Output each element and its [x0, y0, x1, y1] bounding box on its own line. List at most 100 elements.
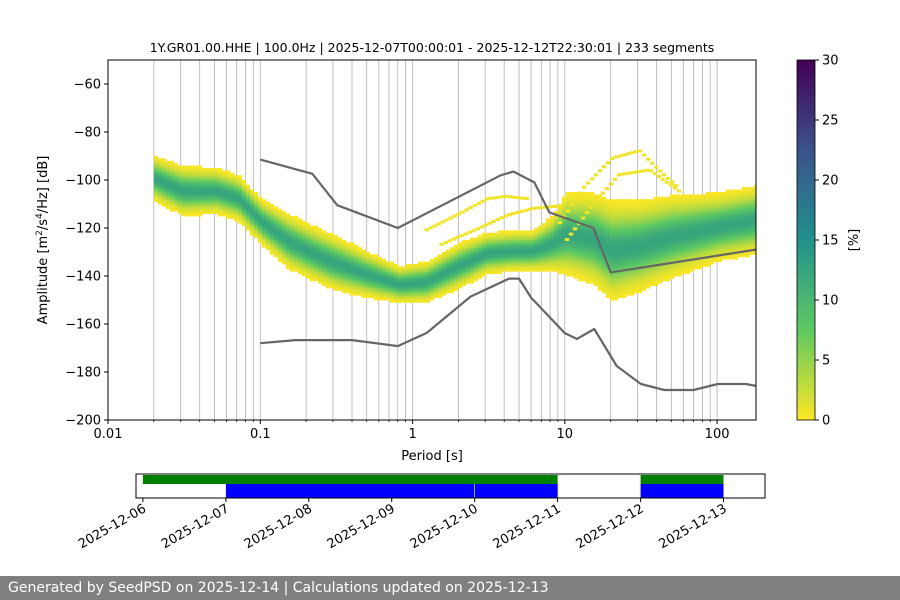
- density-cell: [385, 292, 391, 296]
- density-cell: [593, 278, 599, 282]
- density-cell: [657, 204, 663, 207]
- density-cell: [261, 235, 267, 238]
- density-cell: [645, 204, 651, 207]
- density-cell: [637, 288, 643, 291]
- density-cell: [389, 288, 395, 291]
- density-cell: [551, 205, 556, 208]
- density-cell: [577, 266, 583, 270]
- density-cell: [197, 187, 203, 190]
- density-cell: [225, 194, 231, 198]
- density-cell: [281, 225, 287, 229]
- density-cell: [453, 261, 459, 265]
- density-cell: [257, 223, 263, 226]
- density-cell: [677, 232, 683, 236]
- density-cell: [333, 264, 339, 267]
- density-cell: [533, 232, 539, 236]
- density-cell: [389, 292, 395, 296]
- density-cell: [349, 285, 355, 289]
- density-cell: [161, 192, 167, 195]
- density-cell: [749, 187, 755, 190]
- density-cell: [413, 266, 419, 270]
- density-cell: [673, 240, 679, 243]
- density-cell: [457, 249, 463, 253]
- density-cell: [673, 259, 679, 262]
- density-cell: [205, 172, 211, 176]
- density-cell: [721, 235, 727, 238]
- density-cell: [585, 230, 591, 234]
- density-cell: [625, 249, 631, 253]
- density-cell: [433, 259, 439, 262]
- density-cell: [653, 204, 659, 207]
- density-cell: [433, 273, 439, 277]
- density-cell: [545, 254, 551, 258]
- density-cell: [489, 247, 495, 250]
- density-cell: [633, 249, 639, 253]
- density-cell: [447, 239, 452, 243]
- density-cell: [449, 271, 455, 274]
- colorbar-tick-label: 25: [822, 114, 839, 129]
- density-cell: [705, 196, 711, 200]
- density-cell: [625, 213, 631, 217]
- density-cell: [333, 256, 339, 260]
- density-cell: [557, 240, 563, 243]
- density-cell: [177, 177, 183, 181]
- density-cell: [453, 283, 459, 286]
- density-cell: [489, 242, 495, 246]
- density-cell: [433, 280, 439, 284]
- density-cell: [601, 204, 607, 207]
- density-cell: [745, 201, 751, 205]
- density-cell: [421, 292, 427, 296]
- density-cell: [285, 266, 291, 270]
- density-cell: [685, 256, 691, 260]
- density-cell: [689, 256, 695, 260]
- density-cell: [473, 249, 479, 253]
- density-cell: [297, 230, 303, 234]
- density-cell: [153, 165, 159, 169]
- density-cell: [580, 216, 586, 220]
- density-cell: [569, 249, 575, 253]
- nlnm-curve: [260, 277, 756, 392]
- density-cell: [329, 278, 335, 282]
- density-cell: [664, 180, 670, 184]
- density-cell: [637, 228, 643, 231]
- density-cell: [165, 165, 171, 169]
- density-cell: [709, 249, 715, 253]
- density-cell: [717, 211, 723, 214]
- density-cell: [337, 244, 343, 248]
- density-cell: [289, 216, 295, 219]
- density-cell: [605, 161, 611, 165]
- density-cell: [641, 283, 647, 286]
- density-cell: [201, 201, 207, 205]
- density-cell: [317, 247, 323, 250]
- density-cell: [737, 204, 743, 207]
- density-cell: [157, 163, 163, 166]
- density-cell: [309, 237, 315, 241]
- density-cell: [509, 264, 515, 267]
- density-cell: [741, 187, 747, 190]
- density-cell: [273, 208, 279, 212]
- density-cell: [741, 244, 747, 248]
- density-cell: [237, 206, 243, 210]
- density-cell: [581, 247, 587, 250]
- density-cell: [377, 297, 383, 301]
- density-cell: [733, 211, 739, 214]
- density-cell: [741, 208, 747, 212]
- density-cell: [685, 249, 691, 253]
- density-cell: [597, 208, 603, 212]
- density-cell: [701, 206, 707, 210]
- density-cell: [737, 199, 743, 202]
- density-cell: [709, 240, 715, 243]
- density-cell: [713, 223, 719, 226]
- density-cell: [217, 182, 223, 186]
- density-cell: [453, 278, 459, 282]
- density-cell: [449, 252, 455, 255]
- density-cell: [693, 211, 699, 214]
- density-cell: [685, 199, 691, 202]
- density-cell: [289, 240, 295, 243]
- density-cell: [645, 278, 651, 282]
- density-cell: [249, 206, 255, 210]
- density-cell: [293, 266, 299, 270]
- density-cell: [413, 264, 419, 267]
- density-cell: [561, 271, 567, 274]
